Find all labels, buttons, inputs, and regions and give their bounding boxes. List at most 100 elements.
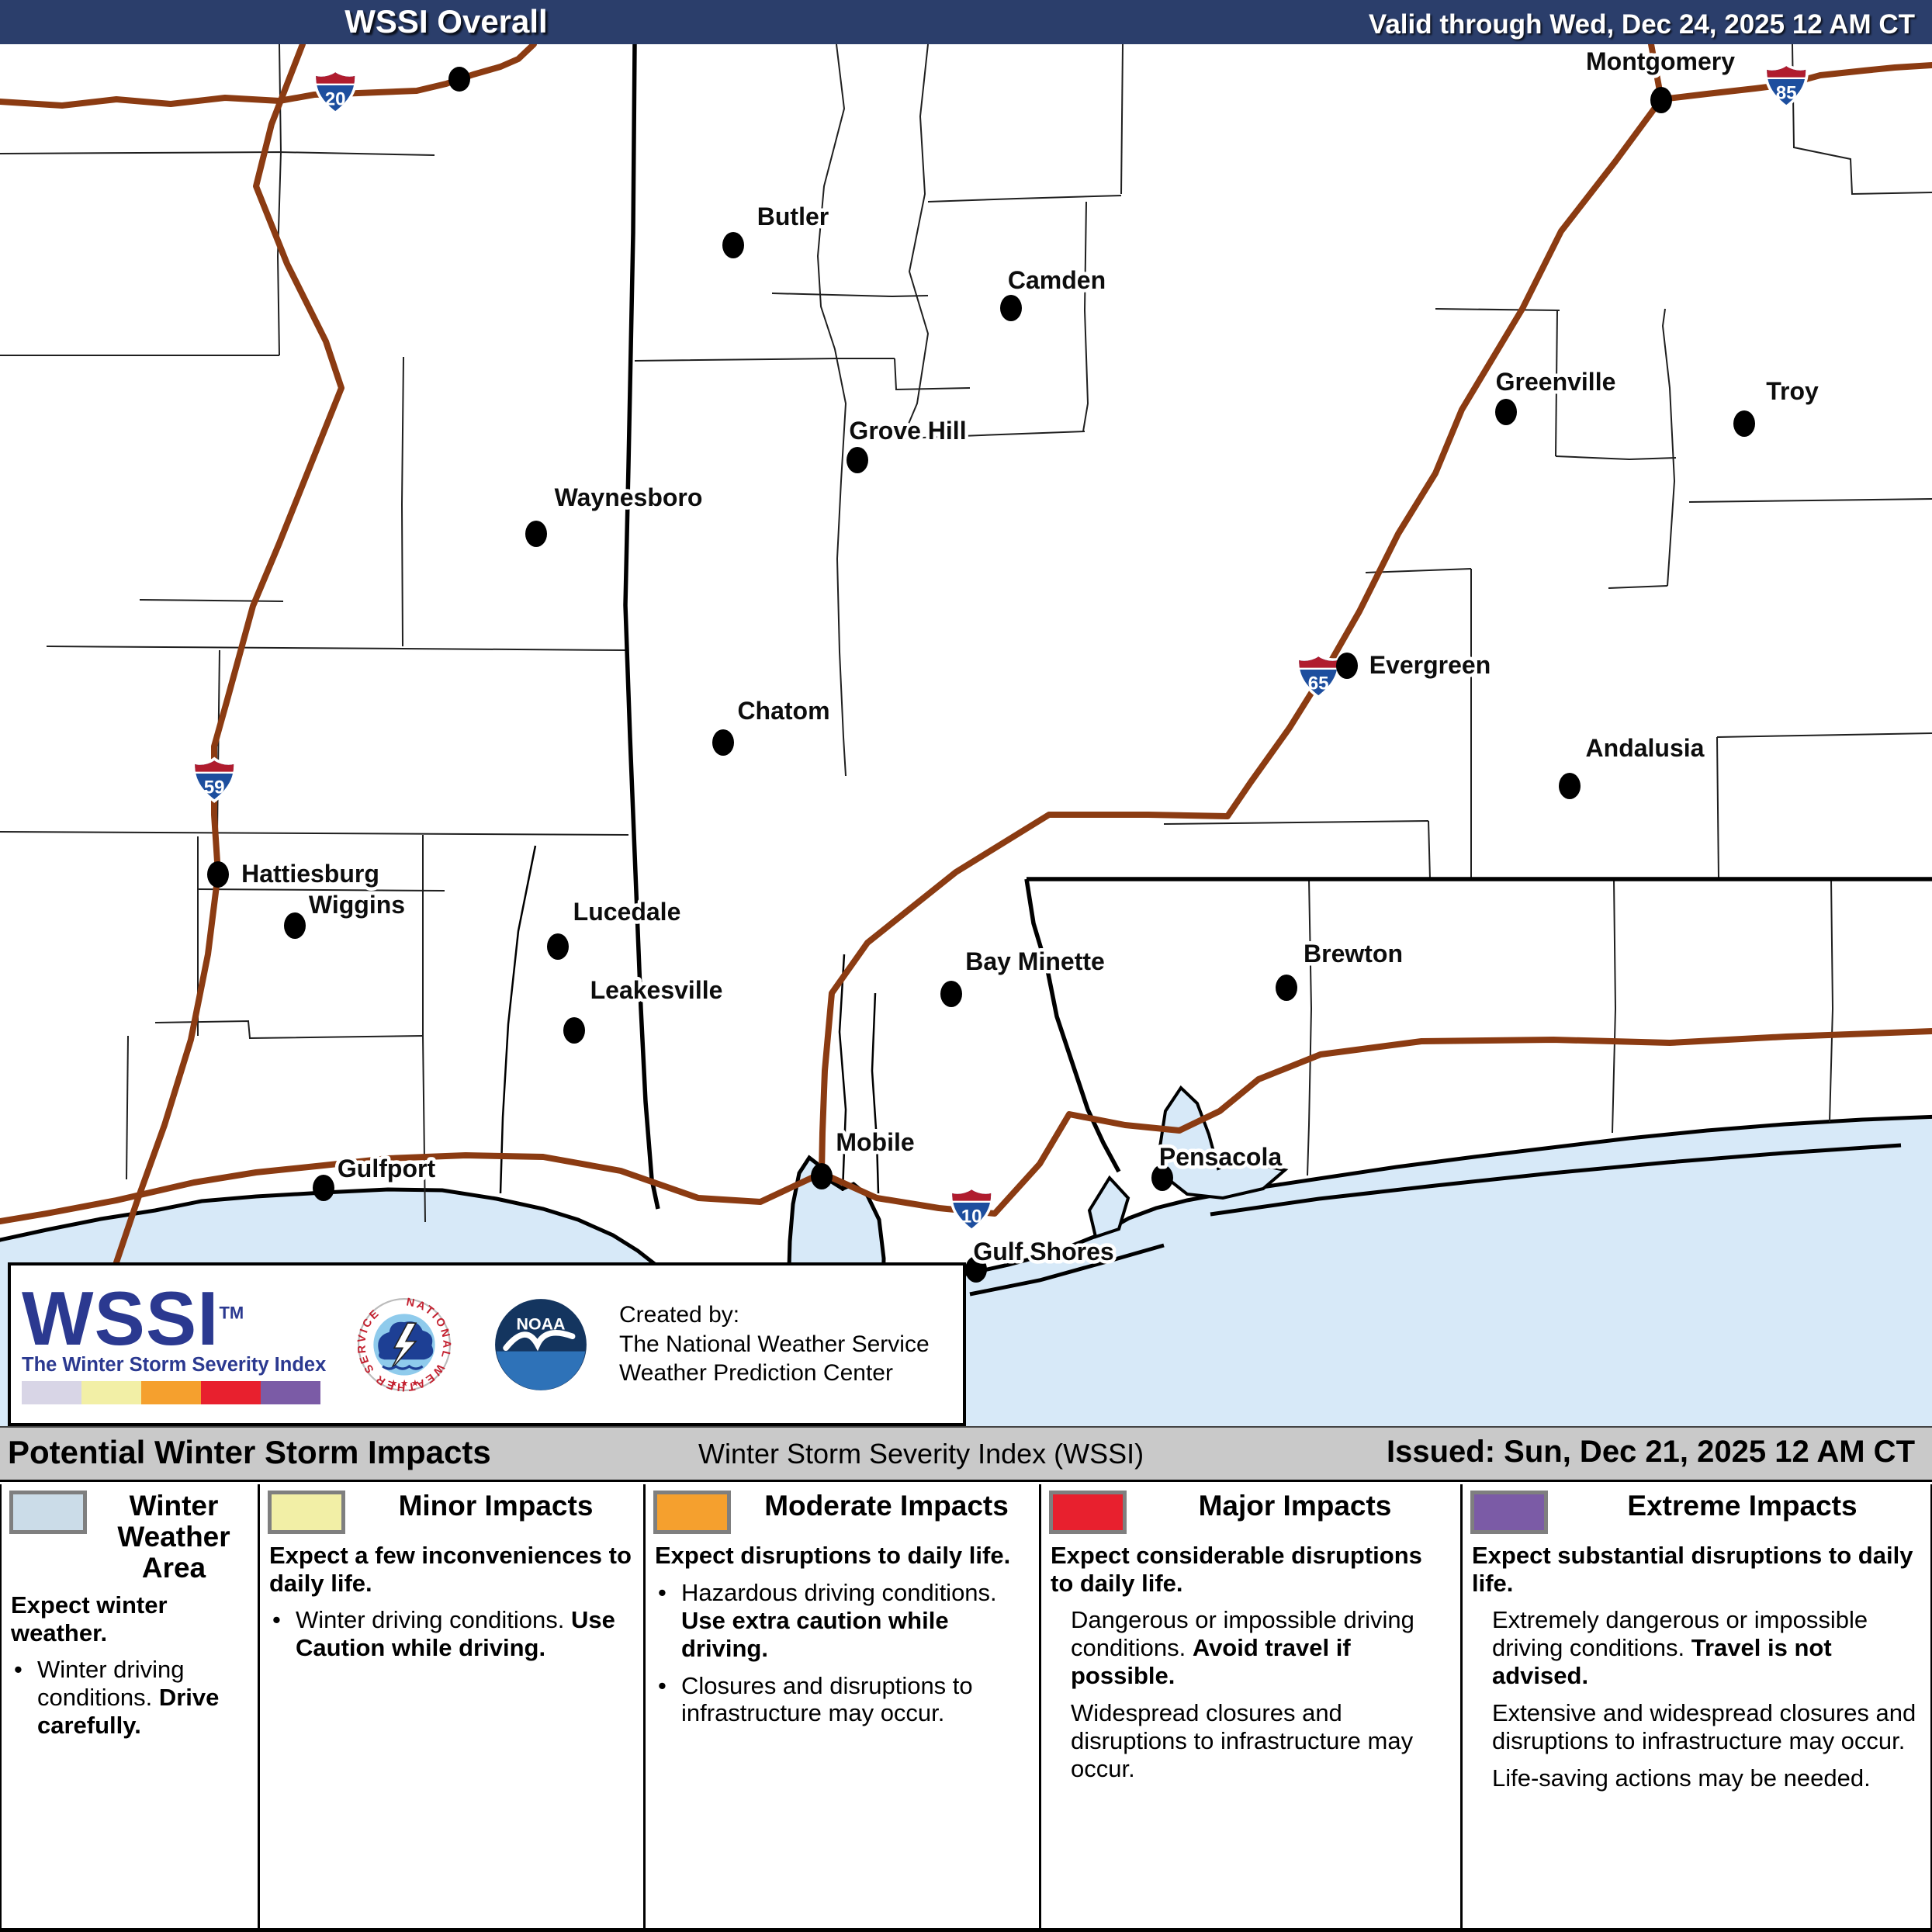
county-border-line bbox=[1829, 878, 1834, 1123]
city-dot-gulf-shores bbox=[965, 1256, 987, 1283]
legend-item: • Winter driving conditions. Use Caution … bbox=[272, 1606, 615, 1662]
city-label-grove-hill: Grove Hill bbox=[849, 417, 966, 445]
legend-swatch bbox=[1470, 1491, 1548, 1534]
city-label-pensacola: Pensacola bbox=[1159, 1143, 1283, 1171]
city-label-leakesville: Leakesville bbox=[590, 976, 723, 1004]
county-border-line bbox=[1365, 568, 1472, 573]
city-dot-brewton bbox=[1276, 975, 1297, 1001]
wssi-logo: WSSITM The Winter Storm Severity Index bbox=[22, 1275, 327, 1405]
city-dot-mobile bbox=[811, 1163, 833, 1189]
severity-color-swatch bbox=[201, 1381, 261, 1405]
county-border-line bbox=[46, 646, 626, 651]
city-label-bay-minette: Bay Minette bbox=[965, 947, 1105, 975]
city-dot-grove-hill bbox=[847, 447, 868, 473]
interstate-highway-line bbox=[113, 41, 345, 1265]
legend-column-extreme-impacts: Extreme Impacts Expect substantial disrup… bbox=[1460, 1484, 1932, 1928]
legend-item: • Hazardous driving conditions. Use extra… bbox=[658, 1578, 997, 1662]
legend-title: Major Impacts bbox=[1198, 1490, 1392, 1522]
city-dot-andalusia bbox=[1559, 773, 1581, 799]
river-line bbox=[838, 954, 847, 1192]
county-border-line bbox=[771, 293, 929, 298]
svg-text:10: 10 bbox=[961, 1206, 982, 1227]
city-label-hattiesburg: Hattiesburg bbox=[241, 860, 379, 888]
wssi-tagline: The Winter Storm Severity Index bbox=[22, 1354, 327, 1376]
county-border-line bbox=[0, 831, 629, 836]
county-border-line bbox=[1082, 201, 1089, 432]
county-border-line bbox=[902, 431, 1085, 439]
interstate-highway-line bbox=[819, 96, 1664, 1176]
logo-box: WSSITM The Winter Storm Severity Index N… bbox=[8, 1262, 966, 1426]
county-border-line bbox=[816, 43, 847, 777]
county-border-line bbox=[1435, 308, 1560, 311]
county-border-line bbox=[126, 1035, 129, 1180]
city-dot-chatom bbox=[712, 729, 734, 756]
valid-through-text: Valid through Wed, Dec 24, 2025 12 AM CT bbox=[1368, 9, 1915, 40]
interstate-shield-10: 10 bbox=[949, 1186, 995, 1232]
city-label-gulfport: Gulfport bbox=[338, 1155, 436, 1182]
city-dot-bay-minette bbox=[940, 981, 962, 1007]
city-dot-wiggins bbox=[284, 912, 306, 939]
city-dot-greenville bbox=[1495, 399, 1517, 425]
legend-column-moderate-impacts: Moderate Impacts Expect disruptions to da… bbox=[643, 1484, 1039, 1928]
city-dot-butler bbox=[722, 232, 744, 258]
county-border-line bbox=[1716, 732, 1932, 738]
city-label-greenville: Greenville bbox=[1496, 368, 1616, 396]
city-label-andalusia: Andalusia bbox=[1586, 734, 1705, 762]
city-label-troy: Troy bbox=[1766, 377, 1819, 405]
legend-swatch bbox=[268, 1491, 345, 1534]
city-dot-montgomery bbox=[1650, 87, 1672, 113]
county-border-line bbox=[1661, 308, 1676, 587]
legend-item: Life-saving actions may be needed. bbox=[1492, 1764, 1871, 1792]
city-dot-gulfport bbox=[313, 1175, 334, 1201]
county-border-line bbox=[1307, 878, 1313, 1176]
county-border-line bbox=[197, 888, 445, 892]
perdido-bay-water bbox=[1087, 1175, 1130, 1239]
city-label-wiggins: Wiggins bbox=[309, 891, 405, 919]
legend-swatch bbox=[653, 1491, 731, 1534]
river-line bbox=[499, 845, 537, 1194]
interstate-shield-65: 65 bbox=[1296, 653, 1342, 699]
legend-item: • Closures and disruptions to infrastruct… bbox=[658, 1671, 973, 1727]
legend-title: Minor Impacts bbox=[398, 1490, 594, 1522]
legend-intro: Expect considerable disruptions to daily… bbox=[1051, 1542, 1422, 1597]
legend-item: Dangerous or impossible driving conditio… bbox=[1071, 1606, 1414, 1690]
impacts-legend: Winter Weather Area Expect winter weather… bbox=[0, 1484, 1932, 1932]
county-border-line bbox=[1716, 736, 1719, 880]
wssi-wordmark: WSSITM bbox=[22, 1275, 244, 1361]
legend-swatch bbox=[1049, 1491, 1127, 1534]
created-by-text: Created by: The National Weather Service… bbox=[619, 1302, 930, 1387]
city-label-gulf-shores: Gulf Shores bbox=[973, 1238, 1113, 1265]
issued-text: Issued: Sun, Dec 21, 2025 12 AM CT bbox=[1387, 1435, 1915, 1469]
city-label-camden: Camden bbox=[1008, 266, 1106, 294]
legend-column-minor-impacts: Minor Impacts Expect a few inconveniences… bbox=[258, 1484, 643, 1928]
state-border-line bbox=[1024, 878, 1121, 1173]
city-dot-camden bbox=[1000, 295, 1022, 321]
county-border-line bbox=[400, 356, 404, 647]
county-border-line bbox=[634, 358, 895, 362]
county-border-line bbox=[1792, 43, 1932, 196]
county-border-line bbox=[1608, 585, 1668, 589]
city-label-lucedale: Lucedale bbox=[573, 898, 681, 926]
wssi-subtitle: Winter Storm Severity Index (WSSI) bbox=[698, 1438, 1144, 1470]
page-title: WSSI Overall bbox=[345, 3, 548, 40]
city-dot-troy bbox=[1733, 410, 1755, 437]
county-border-line bbox=[894, 358, 971, 391]
county-border-line bbox=[1163, 820, 1429, 825]
interstate-shield-59: 59 bbox=[192, 757, 237, 803]
severity-color-swatch bbox=[141, 1381, 201, 1405]
city-dot-hattiesburg bbox=[207, 861, 229, 888]
city-label-brewton: Brewton bbox=[1304, 940, 1403, 968]
county-border-line bbox=[139, 599, 284, 602]
legend-item: Extensive and widespread closures and di… bbox=[1492, 1699, 1916, 1755]
legend-swatch bbox=[9, 1491, 87, 1534]
header-bar: WSSI Overall Valid through Wed, Dec 24, … bbox=[0, 0, 1932, 44]
legend-title: Winter Weather Area bbox=[117, 1490, 230, 1584]
legend-intro: Expect substantial disruptions to daily … bbox=[1472, 1542, 1913, 1597]
county-border-line bbox=[902, 43, 930, 439]
barrier-island-line bbox=[1210, 1143, 1902, 1217]
legend-intro: Expect winter weather. bbox=[11, 1591, 168, 1646]
noaa-wordmark: NOAA bbox=[516, 1314, 565, 1333]
state-border-line bbox=[623, 43, 660, 1210]
svg-text:85: 85 bbox=[1776, 82, 1797, 103]
nws-stars: ★ ★ ★ bbox=[390, 1378, 419, 1388]
